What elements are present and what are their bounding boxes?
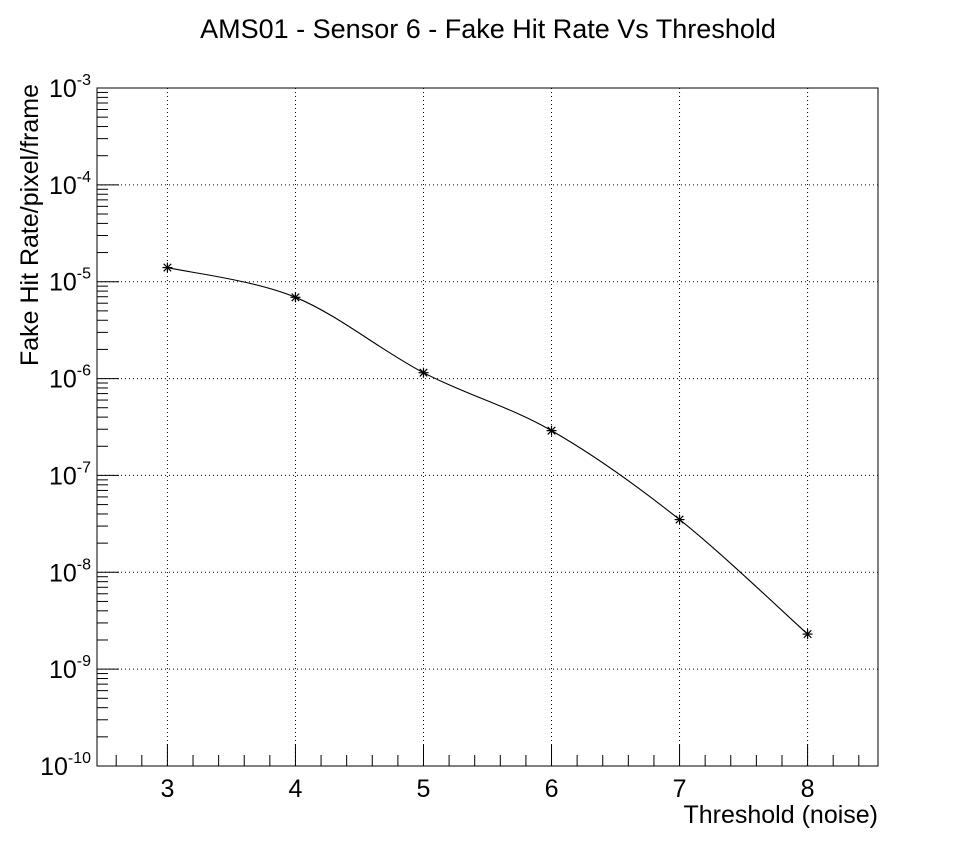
y-tick-base: 10 bbox=[40, 753, 68, 781]
data-point bbox=[162, 262, 173, 273]
series-line bbox=[167, 267, 808, 635]
y-tick-exponent: -6 bbox=[77, 363, 91, 380]
axis-ticks bbox=[97, 87, 860, 767]
y-tick-label: 10-5 bbox=[49, 266, 91, 297]
x-tick-label: 7 bbox=[673, 775, 687, 803]
chart-title: AMS01 - Sensor 6 - Fake Hit Rate Vs Thre… bbox=[200, 14, 776, 44]
y-tick-label: 10-10 bbox=[40, 750, 91, 781]
plot-frame bbox=[96, 87, 879, 767]
y-tick-base: 10 bbox=[49, 559, 77, 587]
y-tick-label: 10-7 bbox=[49, 459, 91, 490]
y-tick-label: 10-6 bbox=[49, 363, 91, 394]
x-tick-labels: 3 4 5 6 7 8 bbox=[160, 775, 814, 803]
y-tick-label: 10-9 bbox=[49, 653, 91, 684]
y-axis-label: Fake Hit Rate/pixel/frame bbox=[16, 84, 44, 366]
x-tick-label: 5 bbox=[417, 775, 431, 803]
marker-stroke bbox=[291, 293, 300, 302]
x-axis-label: Threshold (noise) bbox=[683, 801, 878, 829]
y-tick-exponent: -9 bbox=[77, 653, 91, 670]
y-tick-label: 10-3 bbox=[49, 72, 91, 103]
marker-stroke bbox=[803, 629, 812, 639]
data-point bbox=[418, 367, 429, 378]
y-tick-exponent: -7 bbox=[77, 459, 91, 476]
marker-stroke bbox=[547, 426, 556, 435]
x-tick-label: 8 bbox=[801, 775, 815, 803]
y-tick-exponent: -10 bbox=[68, 750, 91, 767]
y-tick-base: 10 bbox=[49, 462, 77, 490]
y-tick-exponent: -4 bbox=[77, 169, 91, 186]
marker-stroke bbox=[675, 515, 684, 524]
y-tick-exponent: -5 bbox=[77, 266, 91, 283]
y-tick-base: 10 bbox=[49, 656, 77, 684]
marker-stroke bbox=[163, 263, 172, 272]
series-markers bbox=[162, 262, 813, 640]
y-tick-exponent: -3 bbox=[77, 72, 91, 89]
y-tick-label: 10-8 bbox=[49, 556, 91, 587]
y-tick-label: 10-4 bbox=[49, 169, 91, 200]
y-tick-base: 10 bbox=[49, 366, 77, 394]
x-tick-label: 4 bbox=[288, 775, 302, 803]
marker-stroke bbox=[419, 368, 428, 377]
data-point bbox=[290, 292, 301, 303]
x-tick-label: 6 bbox=[545, 775, 559, 803]
grid bbox=[97, 88, 878, 766]
x-tick-label: 3 bbox=[160, 775, 174, 803]
data-point bbox=[802, 629, 813, 640]
data-point bbox=[674, 514, 685, 525]
y-tick-base: 10 bbox=[49, 172, 77, 200]
y-tick-exponent: -8 bbox=[77, 556, 91, 573]
y-tick-base: 10 bbox=[49, 75, 77, 103]
data-point bbox=[546, 425, 557, 436]
y-tick-base: 10 bbox=[49, 269, 77, 297]
